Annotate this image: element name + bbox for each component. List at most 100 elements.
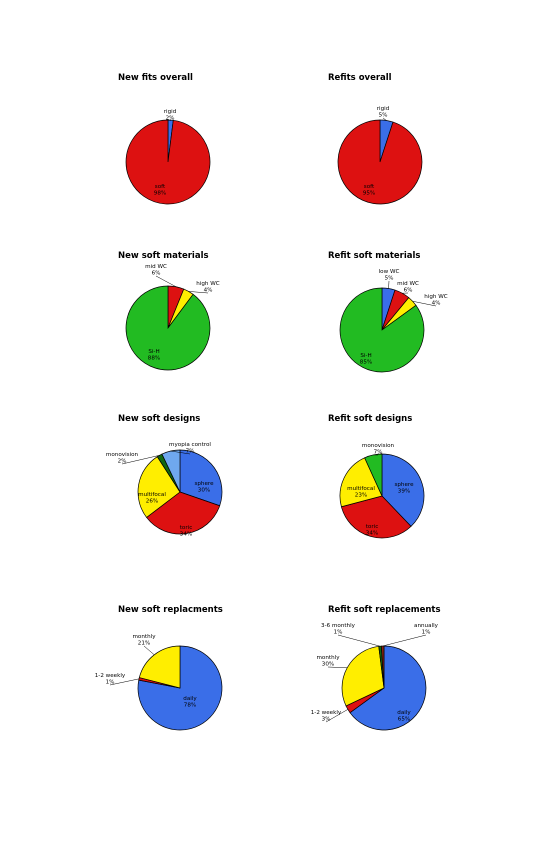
slice-value-sphere: 30% bbox=[198, 488, 210, 494]
slice-label-multifocal: multifocal bbox=[347, 486, 375, 492]
slice-label-high-wc: high WC bbox=[196, 281, 220, 287]
chart-title: New soft designs bbox=[118, 414, 200, 424]
pie-slice-si-h bbox=[339, 287, 425, 373]
pie-slice-myopia-control bbox=[161, 449, 181, 493]
pie-slice-monthly bbox=[138, 645, 181, 689]
pie-slice-si-h bbox=[125, 285, 211, 371]
pie-slice-sphere bbox=[179, 449, 223, 507]
pie-slice-annually bbox=[380, 645, 385, 689]
chart-title: Refit soft designs bbox=[328, 414, 412, 424]
pie-slice-toric bbox=[146, 491, 221, 535]
slice-value-daily: 65% bbox=[398, 717, 410, 723]
slice-label-daily: daily bbox=[397, 710, 411, 716]
slice-label-soft: soft bbox=[155, 184, 166, 190]
leader-line bbox=[382, 634, 427, 647]
slice-label-monthly: monthly bbox=[316, 655, 340, 661]
slice-label-high-wc: high WC bbox=[424, 294, 448, 300]
leader-line bbox=[143, 645, 155, 655]
slice-value-rigid: 2% bbox=[166, 116, 175, 122]
slice-value-toric: 34% bbox=[180, 532, 192, 538]
chart-title: New soft replacments bbox=[118, 605, 223, 615]
slice-value-1-2-weekly: 1% bbox=[106, 680, 115, 686]
slice-label-rigid: rigid bbox=[377, 106, 390, 112]
slice-label-3-6-monthly: 3-6 monthly bbox=[321, 623, 356, 629]
leader-line bbox=[382, 117, 387, 121]
pie-slice-soft bbox=[337, 119, 423, 205]
slice-label-myopia-control: myopia control bbox=[169, 442, 211, 448]
pie-chart-refit-soft-materials: Refit soft materials low WC5%mid WC6% high… bbox=[328, 251, 448, 373]
slice-label-toric: toric bbox=[180, 525, 193, 531]
pie-slice-monthly bbox=[341, 645, 385, 707]
slice-value-monthly: 30% bbox=[322, 662, 334, 668]
chart-title: Refit soft replacements bbox=[328, 605, 441, 615]
slice-label-1-2-weekly: 1-2 weekly bbox=[95, 673, 126, 679]
leader-line bbox=[121, 455, 160, 465]
slice-label-si-h: Si-H bbox=[148, 349, 159, 355]
chart-title: New fits overall bbox=[118, 73, 193, 83]
slice-value-sphere: 39% bbox=[398, 489, 410, 495]
pie-slice-soft bbox=[125, 119, 211, 205]
slice-value-daily: 78% bbox=[184, 703, 196, 709]
leader-line bbox=[155, 275, 177, 287]
slice-value-rigid: 5% bbox=[379, 113, 388, 119]
slice-value-mid-wc: 6% bbox=[152, 271, 161, 277]
slice-value-si-h: 88% bbox=[148, 356, 160, 362]
slice-value-low-wc: 5% bbox=[385, 276, 394, 282]
slice-value-monthly: 21% bbox=[138, 641, 150, 647]
slice-value-multifocal: 23% bbox=[355, 493, 367, 499]
slice-value-3-6-monthly: 1% bbox=[334, 630, 343, 636]
chart-title: Refits overall bbox=[328, 73, 392, 83]
slice-label-annually: annually bbox=[414, 623, 439, 629]
slice-value-1-2-weekly: 3% bbox=[322, 717, 331, 723]
slice-label-low-wc: low WC bbox=[379, 269, 400, 275]
slice-label-rigid: rigid bbox=[164, 109, 177, 115]
slice-label-soft: soft bbox=[364, 184, 375, 190]
slice-value-monovision: 2% bbox=[118, 459, 127, 465]
pie-slice-sphere bbox=[381, 453, 425, 527]
leader-line bbox=[412, 301, 437, 307]
leader-line bbox=[327, 666, 348, 669]
slice-value-soft: 98% bbox=[154, 191, 166, 197]
slice-value-si-h: 85% bbox=[360, 360, 372, 366]
pie-slice-daily bbox=[349, 645, 427, 731]
slice-label-monovision: monovision bbox=[362, 443, 395, 449]
slice-label-mid-wc: mid WC bbox=[397, 281, 419, 287]
slice-value-annually: 1% bbox=[422, 630, 431, 636]
chart-title: Refit soft materials bbox=[328, 251, 421, 261]
slice-label-monovision: monovision bbox=[106, 452, 139, 458]
slice-value-soft: 95% bbox=[363, 191, 375, 197]
slice-value-mid-wc: 6% bbox=[404, 288, 413, 294]
slice-value-high-wc: 4% bbox=[204, 288, 213, 294]
leader-line bbox=[109, 678, 140, 686]
slice-value-high-wc: 4% bbox=[432, 301, 441, 307]
slice-label-mid-wc: mid WC bbox=[145, 264, 167, 270]
slice-label-multifocal: multifocal bbox=[138, 492, 166, 498]
slice-value-myopia-control: 7% bbox=[186, 449, 195, 455]
slice-label-sphere: sphere bbox=[394, 482, 414, 488]
slice-label-sphere: sphere bbox=[194, 481, 214, 487]
slice-label-toric: toric bbox=[366, 524, 379, 530]
slice-label-si-h: Si-H bbox=[360, 353, 371, 359]
pie-chart-new-soft-materials: New soft materials mid WC6% high WC4% Si-H8… bbox=[118, 251, 220, 371]
leader-line bbox=[325, 709, 348, 723]
slice-label-1-2-weekly: 1-2 weekly bbox=[311, 710, 342, 716]
slice-label-daily: daily bbox=[183, 696, 197, 702]
pie-slice-multifocal bbox=[137, 456, 181, 518]
leader-line bbox=[170, 450, 191, 455]
leader-line bbox=[337, 634, 381, 647]
chart-title: New soft materials bbox=[118, 251, 209, 261]
slice-value-monovision: 7% bbox=[374, 450, 383, 456]
pie-slice-multifocal bbox=[339, 457, 383, 508]
slice-value-multifocal: 26% bbox=[146, 499, 158, 505]
leader-line bbox=[188, 291, 209, 294]
leader-line bbox=[169, 119, 171, 122]
slice-value-toric: 34% bbox=[366, 531, 378, 537]
pie-slice-toric bbox=[340, 495, 412, 539]
